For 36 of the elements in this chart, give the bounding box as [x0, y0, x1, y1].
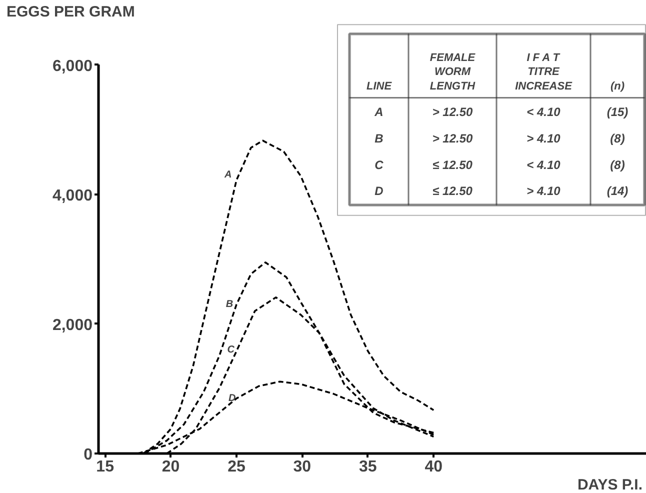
y-tick-label: 4,000 — [52, 187, 93, 204]
x-tick-label: 25 — [228, 458, 246, 476]
x-tick-label: 20 — [162, 458, 180, 476]
annotation: < 4.10 — [526, 105, 561, 120]
annotation: > 4.10 — [526, 184, 561, 198]
annotation: (n) — [610, 80, 625, 93]
annotation: B — [374, 132, 384, 146]
annotation: ≤ 12.50 — [432, 184, 473, 198]
x-axis-title: DAYS P.I. — [577, 476, 643, 493]
annotation: A — [374, 105, 384, 120]
annotation: > 4.10 — [526, 132, 561, 146]
annotation: (14) — [606, 184, 628, 198]
x-tick-label: 15 — [96, 458, 114, 476]
annotation: C — [227, 344, 236, 356]
y-tick-label: 2,000 — [52, 316, 93, 334]
annotation: (8) — [610, 158, 625, 172]
annotation: C — [374, 158, 384, 172]
x-tick-label: 40 — [424, 458, 443, 476]
annotation: < 4.10 — [526, 158, 561, 172]
y-axis-title: EGGS PER GRAM — [6, 4, 135, 20]
x-tick-label: 35 — [359, 458, 377, 476]
annotation: A — [224, 169, 232, 180]
annotation: > 12.50 — [432, 132, 474, 146]
annotation: FEMALE WORM LENGTH — [430, 52, 476, 93]
annotation: D — [374, 184, 384, 198]
annotation: > 12.50 — [432, 105, 474, 120]
annotation: B — [226, 299, 234, 310]
annotation: (8) — [610, 132, 625, 146]
y-tick-label: 0 — [84, 446, 93, 464]
annotation: ≤ 12.50 — [432, 158, 473, 172]
x-tick-label: 30 — [293, 458, 312, 476]
y-tick-label: 6,000 — [52, 58, 93, 75]
annotation: LINE — [366, 80, 392, 93]
annotation: I F A T TITRE INCREASE — [515, 52, 573, 93]
annotation: D — [228, 392, 236, 404]
annotation: (15) — [606, 105, 628, 120]
